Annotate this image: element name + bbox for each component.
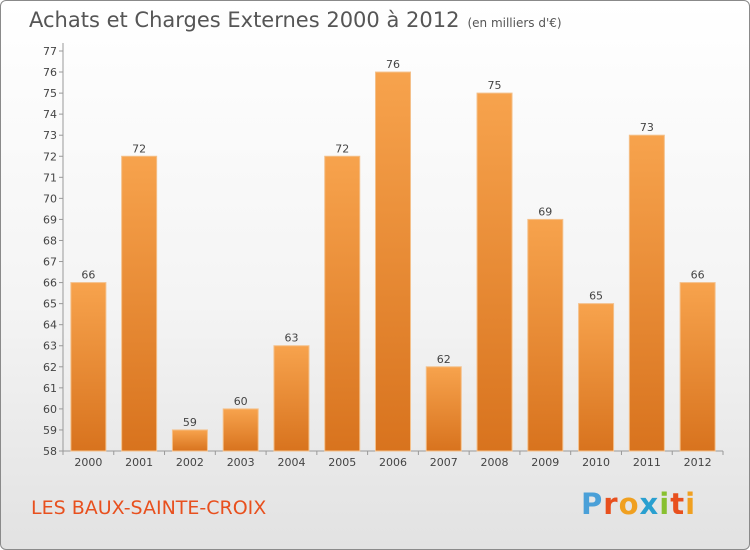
x-tick-label-2008: 2008 xyxy=(481,456,509,469)
bar-2003 xyxy=(222,408,259,452)
y-tick-label: 58 xyxy=(43,445,57,458)
y-tick-label: 72 xyxy=(43,150,57,163)
chart-title-text: Achats et Charges Externes 2000 à 2012 xyxy=(29,8,460,32)
x-tick-label-2001: 2001 xyxy=(125,456,153,469)
y-tick-label: 62 xyxy=(43,361,57,374)
y-tick-label: 61 xyxy=(43,382,57,395)
bar-2012 xyxy=(679,282,716,452)
data-label-2007: 62 xyxy=(437,353,451,366)
data-label-2002: 59 xyxy=(183,416,197,429)
y-tick-label: 64 xyxy=(43,319,57,332)
data-label-2006: 76 xyxy=(386,58,400,71)
y-tick-label: 74 xyxy=(43,108,57,121)
bar-2006 xyxy=(375,71,411,452)
y-tick-label: 67 xyxy=(43,256,57,269)
x-tick-label-2009: 2009 xyxy=(531,456,559,469)
data-label-2011: 73 xyxy=(640,121,654,134)
data-label-2012: 66 xyxy=(691,269,705,282)
x-tick-label-2005: 2005 xyxy=(328,456,356,469)
y-tick-label: 77 xyxy=(43,45,57,58)
x-tick-label-2002: 2002 xyxy=(176,456,204,469)
y-tick-label: 65 xyxy=(43,298,57,311)
data-label-2009: 69 xyxy=(538,205,552,218)
y-tick-label: 71 xyxy=(43,171,57,184)
x-tick-label-2004: 2004 xyxy=(277,456,305,469)
proxiti-logo: Proxiti xyxy=(581,487,697,521)
bar-2010 xyxy=(578,303,615,452)
y-tick-label: 68 xyxy=(43,234,57,247)
x-tick-label-2006: 2006 xyxy=(379,456,407,469)
x-tick-label-2010: 2010 xyxy=(582,456,610,469)
bar-2007 xyxy=(425,366,462,452)
data-label-2005: 72 xyxy=(335,142,349,155)
bar-2011 xyxy=(628,134,665,452)
y-tick-label: 76 xyxy=(43,66,57,79)
x-tick-label-2011: 2011 xyxy=(633,456,661,469)
y-tick-label: 69 xyxy=(43,213,57,226)
x-tick-label-2003: 2003 xyxy=(227,456,255,469)
data-label-2001: 72 xyxy=(132,142,146,155)
bar-2008 xyxy=(476,92,513,452)
location-name: LES BAUX-SAINTE-CROIX xyxy=(31,497,267,519)
bar-2009 xyxy=(527,218,564,452)
y-tick-label: 70 xyxy=(43,192,57,205)
y-tick-label: 73 xyxy=(43,129,57,142)
y-tick-label: 59 xyxy=(43,424,57,437)
data-label-2004: 63 xyxy=(284,332,298,345)
y-tick-label: 66 xyxy=(43,277,57,290)
data-label-2000: 66 xyxy=(81,269,95,282)
x-tick-label-2012: 2012 xyxy=(684,456,712,469)
data-label-2010: 65 xyxy=(589,290,603,303)
data-label-2003: 60 xyxy=(234,395,248,408)
x-tick-label-2000: 2000 xyxy=(74,456,102,469)
x-tick-label-2007: 2007 xyxy=(430,456,458,469)
y-tick-label: 63 xyxy=(43,340,57,353)
chart-subtitle: (en milliers d'€) xyxy=(467,16,562,30)
bar-2002 xyxy=(171,429,208,452)
bar-2005 xyxy=(324,155,361,452)
bar-2000 xyxy=(70,282,107,452)
bar-2001 xyxy=(121,155,158,452)
y-tick-label: 60 xyxy=(43,403,57,416)
data-label-2008: 75 xyxy=(488,79,502,92)
bar-2004 xyxy=(273,345,310,452)
chart-title: Achats et Charges Externes 2000 à 2012 (e… xyxy=(29,8,562,32)
y-tick-label: 75 xyxy=(43,87,57,100)
